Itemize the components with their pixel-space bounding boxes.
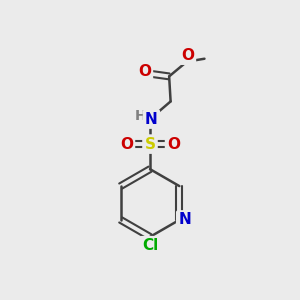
Text: O: O <box>167 136 180 152</box>
Text: N: N <box>178 212 191 227</box>
Text: O: O <box>181 48 194 63</box>
Text: O: O <box>120 136 133 152</box>
Text: O: O <box>138 64 151 80</box>
Text: N: N <box>145 112 158 127</box>
Text: S: S <box>145 136 155 152</box>
Text: H: H <box>135 109 146 123</box>
Text: Cl: Cl <box>142 238 158 253</box>
